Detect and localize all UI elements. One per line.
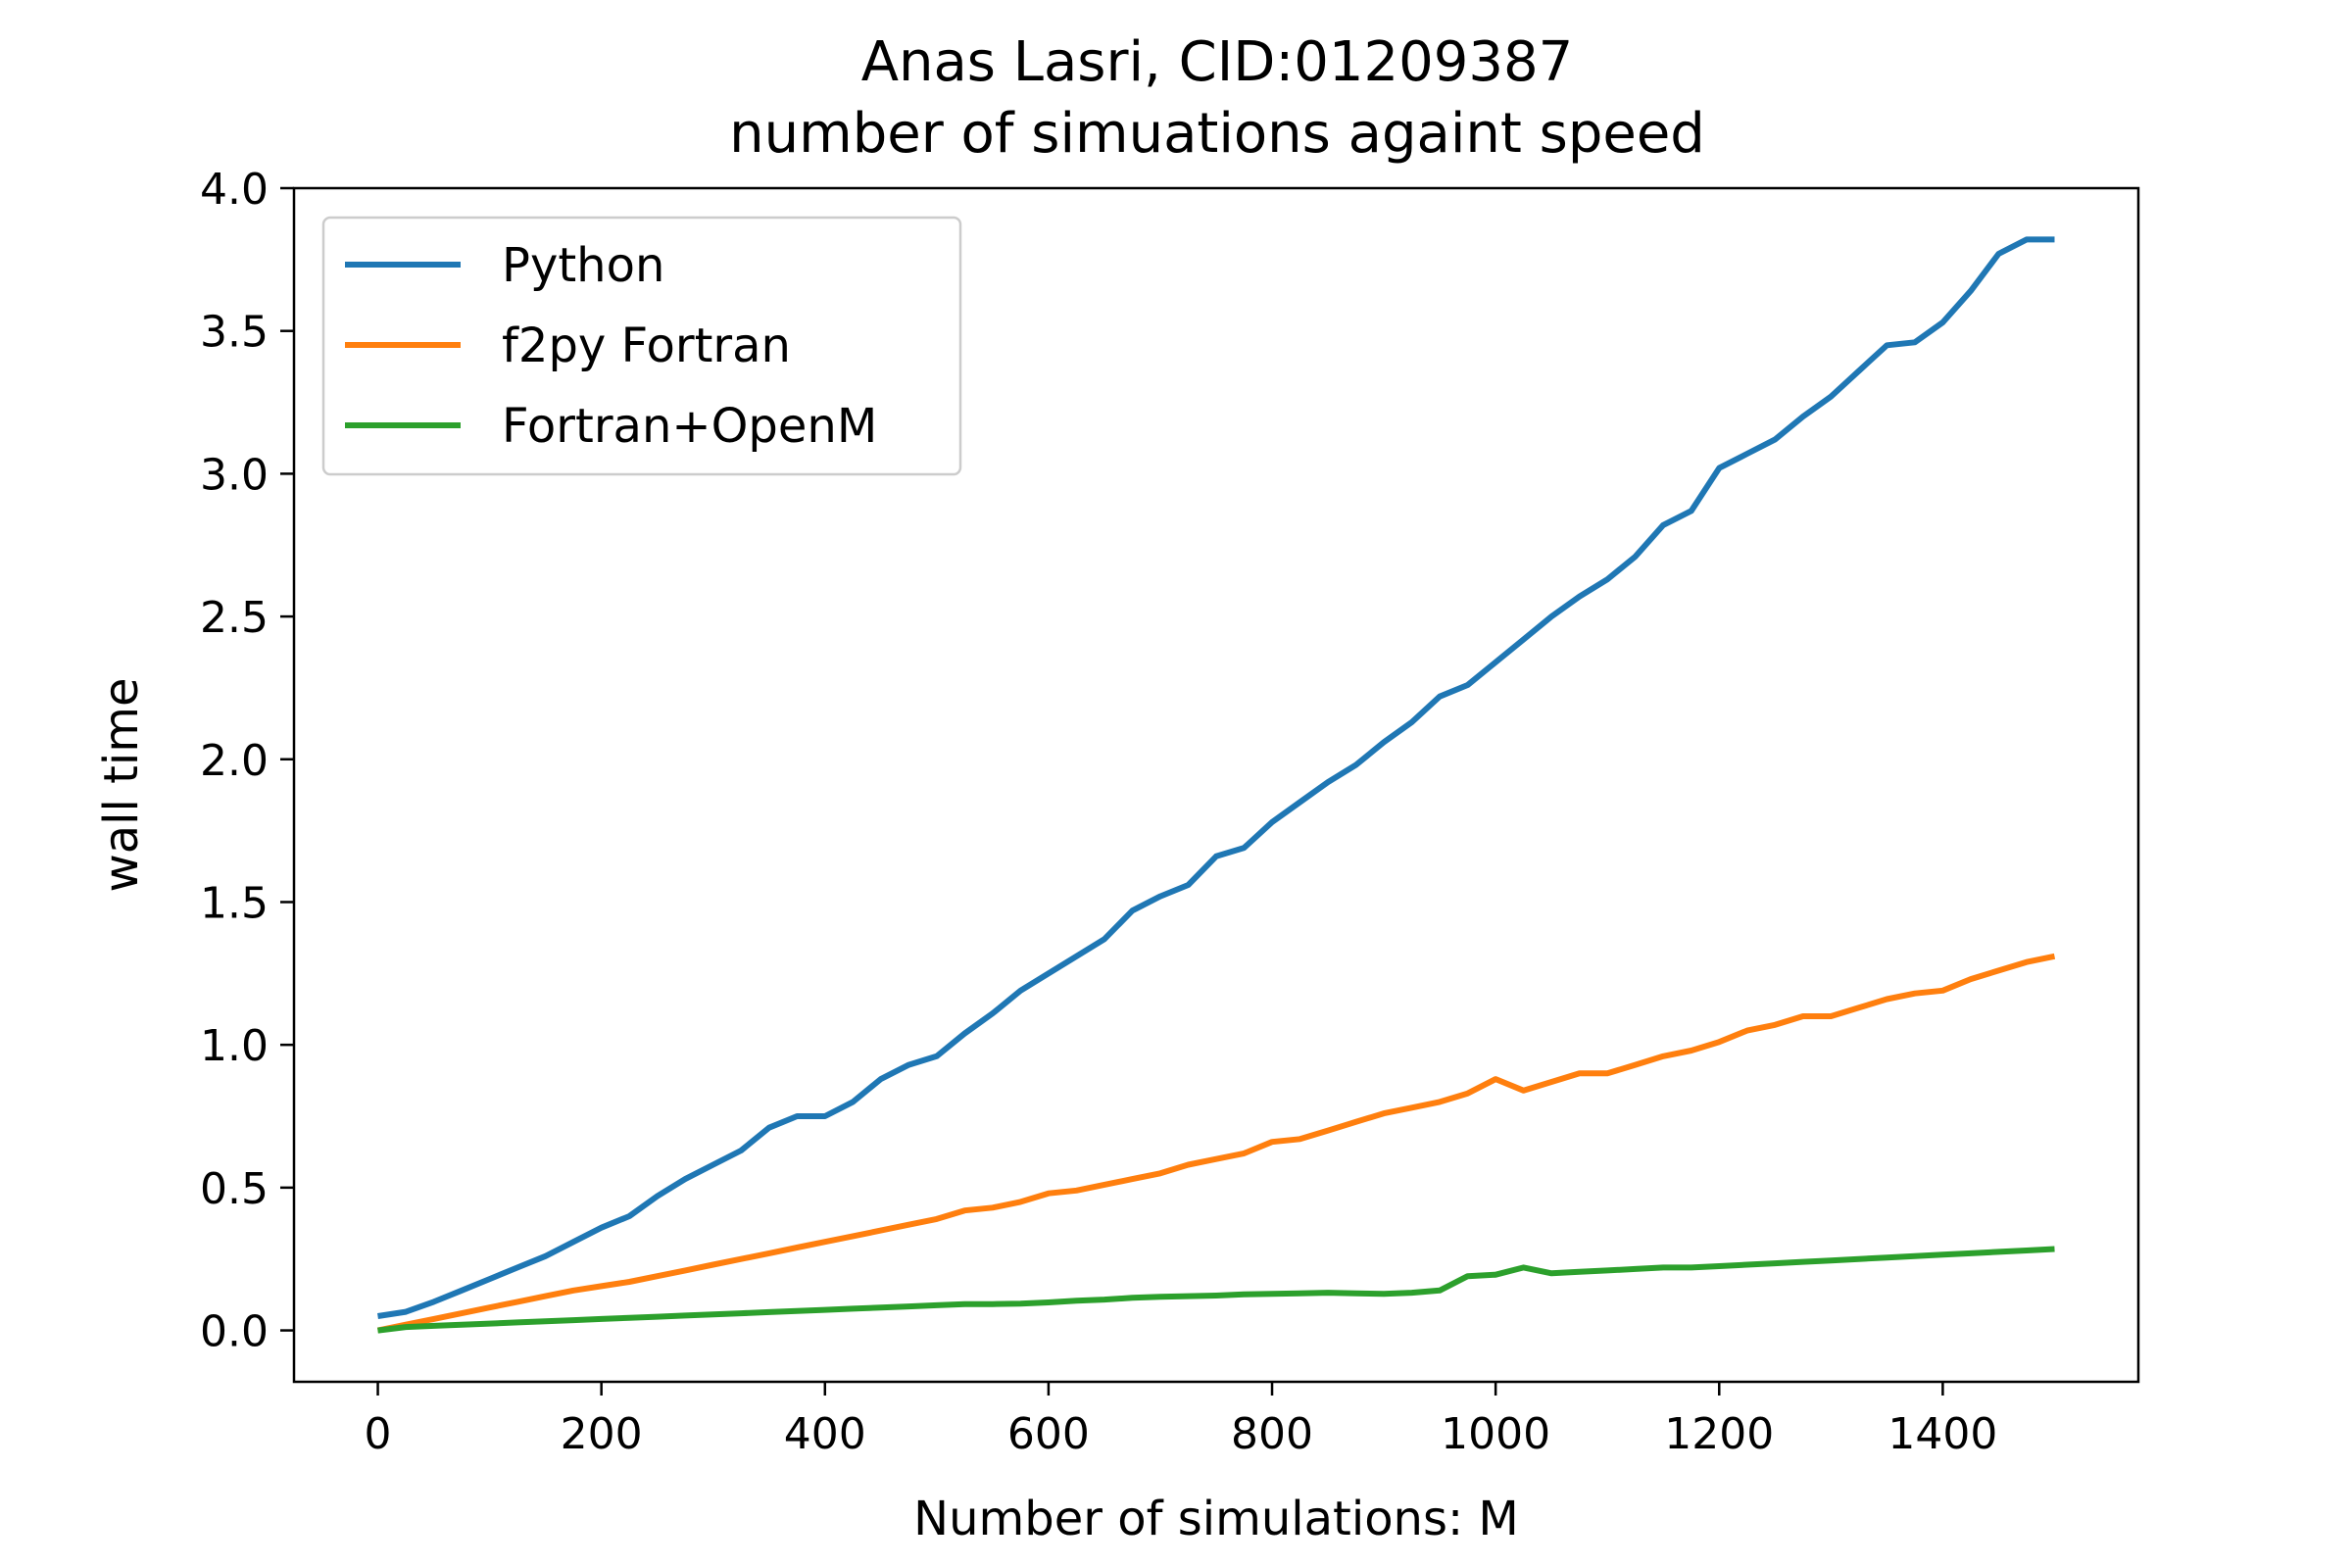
x-tick-label: 400 [784, 1409, 866, 1459]
legend-box [321, 216, 962, 476]
legend: Python f2py Fortran Fortran+OpenM [321, 216, 962, 476]
y-tick-label: 2.5 [200, 593, 269, 643]
x-tick-label: 1200 [1664, 1409, 1774, 1459]
x-tick-label: 1000 [1441, 1409, 1550, 1459]
legend-label-2: Fortran+OpenM [502, 399, 877, 454]
x-tick-label: 1400 [1887, 1409, 1997, 1459]
legend-label-1: f2py Fortran [502, 318, 791, 373]
y-tick-label: 4.0 [200, 165, 269, 215]
x-axis-title: Number of simulations: M [913, 1492, 1519, 1546]
x-tick-label: 0 [365, 1409, 392, 1459]
y-axis-title: wall time [94, 677, 149, 892]
x-tick-label: 200 [561, 1409, 643, 1459]
chart-title-line-2: number of simuations againt speed [729, 102, 1705, 166]
y-tick-label: 3.0 [200, 450, 269, 500]
legend-label-0: Python [502, 238, 664, 293]
x-tick-label: 600 [1007, 1409, 1090, 1459]
y-axis: 0.0 0.5 1.0 1.5 2.0 2.5 3.0 3.5 4.0 [200, 165, 294, 1357]
y-tick-label: 0.5 [200, 1164, 269, 1214]
series-line-1 [376, 953, 2056, 1334]
y-tick-label: 0.0 [200, 1307, 269, 1357]
series-line-0 [377, 236, 2055, 1319]
chart-title: Anas Lasri, CID:01209387 number of simua… [729, 30, 1705, 166]
x-axis: 0 200 400 600 800 1000 1200 1400 [365, 1382, 1997, 1459]
axes-frame [292, 186, 2140, 1384]
plot-area [376, 236, 2056, 1334]
x-tick-label: 800 [1231, 1409, 1313, 1459]
chart-title-line-1: Anas Lasri, CID:01209387 [861, 30, 1574, 94]
series-line-2 [377, 1246, 2055, 1334]
y-tick-label: 1.0 [200, 1021, 269, 1071]
y-tick-label: 2.0 [200, 736, 269, 786]
y-tick-label: 1.5 [200, 878, 269, 928]
y-tick-label: 3.5 [200, 308, 269, 358]
